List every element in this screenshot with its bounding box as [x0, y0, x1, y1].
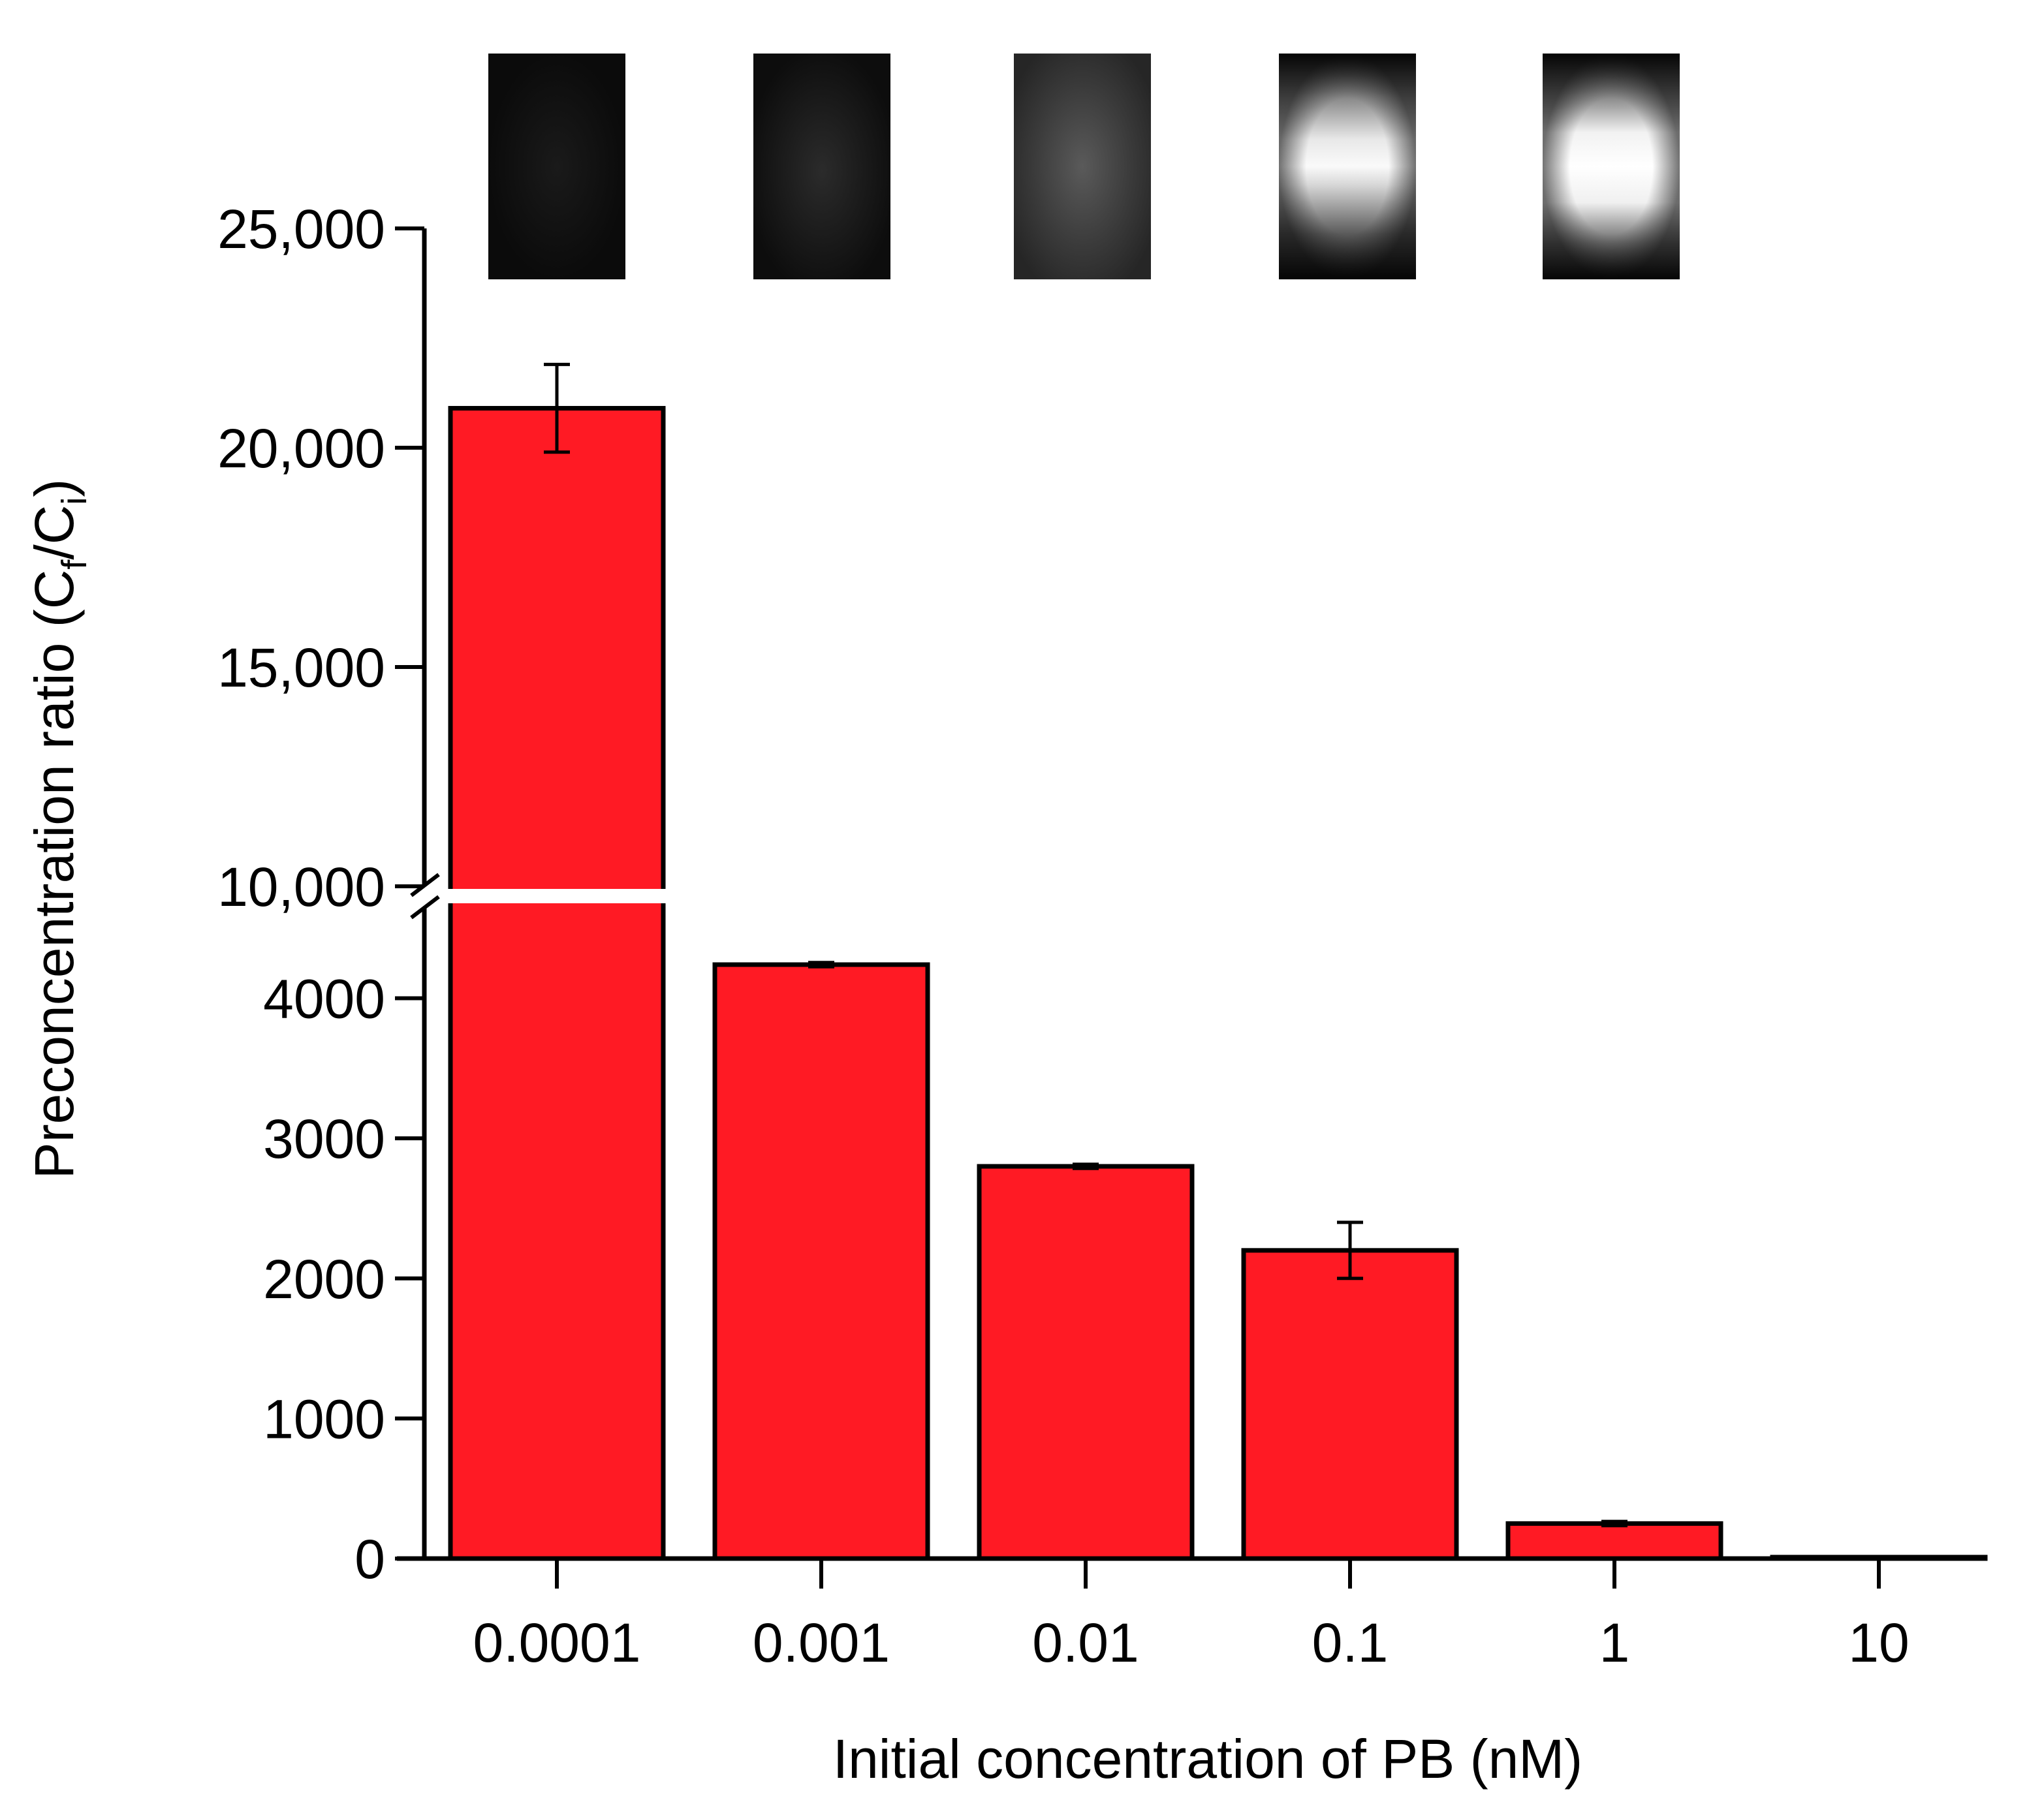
x-tick-label-0.001: 0.001 [753, 1612, 890, 1673]
inset-image-1 [488, 54, 625, 279]
x-tick-label-0.01: 0.01 [1032, 1612, 1139, 1673]
bar-1 [1505, 1521, 1723, 1561]
y-tick-label-lower-1: 1000 [263, 1388, 385, 1450]
y-axis-title-main: Preconcentration ratio (C [24, 570, 85, 1179]
y-tick-label-lower-0: 0 [354, 1529, 385, 1590]
y-tick-label-upper-0: 10,000 [217, 856, 385, 918]
x-tick-label-1: 1 [1599, 1612, 1630, 1673]
inset-image-4-shade [1279, 54, 1416, 279]
x-tick-label-0.0001: 0.0001 [473, 1612, 641, 1673]
axis-break-gap [447, 889, 667, 903]
x-tick-label-0.1: 0.1 [1312, 1612, 1389, 1673]
bar-0.01 [977, 1164, 1195, 1561]
inset-images [488, 54, 1680, 279]
error-bars [544, 362, 1627, 1528]
inset-image-2 [753, 54, 890, 279]
y-axis-title-sub-f: f [55, 559, 94, 570]
bar-0.0001 [448, 406, 666, 1561]
x-ticks: 0.0001 0.001 0.01 0.1 1 10 [473, 1559, 1910, 1673]
y-axis-title-sub-i: i [55, 497, 94, 505]
bar-0.1 [1241, 1248, 1459, 1561]
y-tick-label-lower-3: 3000 [263, 1108, 385, 1170]
inset-image-5-shade [1543, 54, 1680, 279]
y-tick-label-lower-2: 2000 [263, 1249, 385, 1310]
axis-break-mark-1 [410, 873, 440, 897]
y-axis-title: Preconcentration ratio (Cf/Ci) [24, 479, 94, 1179]
x-axis-title: Initial concentration of PB (nM) [833, 1728, 1583, 1790]
y-tick-label-lower-4: 4000 [263, 969, 385, 1030]
axes [397, 228, 1985, 1561]
y-axis-title-mid: /C [24, 505, 85, 560]
axis-break-mark-2 [410, 895, 440, 920]
y-axis-title-end: ) [24, 479, 85, 497]
inset-image-3 [1014, 54, 1151, 279]
y-ticks: 0 1000 2000 3000 4000 10,000 15,000 20,000 25,00… [217, 198, 424, 1590]
y-tick-label-upper-3: 25,000 [217, 198, 385, 260]
bar-0.001 [712, 962, 930, 1561]
y-tick-label-upper-2: 20,000 [217, 418, 385, 479]
bars [448, 406, 1988, 1561]
x-tick-label-10: 10 [1848, 1612, 1909, 1673]
y-tick-label-upper-1: 15,000 [217, 637, 385, 698]
